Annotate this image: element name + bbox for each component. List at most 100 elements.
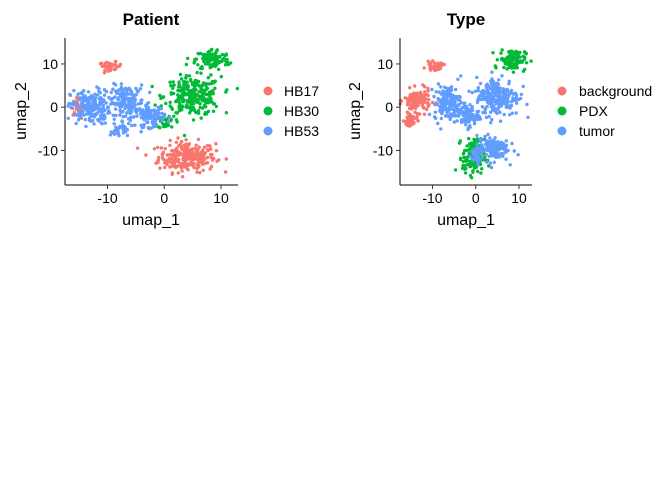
point-hb53 [69,106,73,110]
point-hb30 [213,86,217,91]
point-background [433,61,437,65]
point-hb30 [197,109,201,113]
point-background [415,118,420,122]
point-hb53 [128,111,133,116]
point-hb30 [159,96,163,101]
point-tumor [502,91,507,96]
point-hb17 [202,145,207,149]
point-tumor [464,123,468,127]
point-hb30 [171,80,175,84]
point-tumor [490,150,494,154]
point-pdx [463,148,467,153]
point-tumor [510,111,514,115]
point-hb30 [164,124,168,128]
point-hb17 [196,148,200,152]
point-hb30 [218,55,222,59]
point-hb30 [177,85,181,89]
point-hb53 [152,121,157,126]
point-hb17 [195,157,199,161]
point-hb30 [224,111,229,115]
point-tumor [458,95,462,99]
y-tick-label: -10 [38,142,58,158]
point-hb30 [203,62,208,66]
point-tumor [473,150,478,154]
point-hb53 [128,118,133,123]
point-hb53 [121,95,126,100]
point-hb17 [195,170,199,174]
point-hb30 [168,100,172,105]
point-tumor [500,96,504,101]
point-background [427,102,431,107]
point-tumor [456,77,460,82]
point-hb53 [140,98,144,102]
point-tumor [468,125,472,129]
point-tumor [443,85,447,89]
point-hb30 [150,84,154,89]
point-tumor [485,82,489,86]
point-hb53 [101,107,106,111]
point-background [426,89,430,93]
point-tumor [501,154,505,158]
point-hb30 [192,108,197,112]
point-pdx [521,69,526,73]
point-background [415,114,419,119]
point-background [412,121,416,126]
point-hb17 [158,166,162,170]
point-hb17 [171,158,175,162]
point-background [420,100,424,104]
point-hb53 [115,131,120,135]
point-tumor [485,88,490,92]
point-hb17 [184,138,188,142]
point-hb30 [202,54,207,58]
point-hb53 [146,117,151,121]
point-hb53 [98,103,102,107]
point-hb17 [223,170,228,174]
point-hb30 [180,93,185,98]
point-hb30 [174,111,178,115]
point-hb17 [217,158,221,162]
point-tumor [486,132,490,137]
point-tumor [519,92,524,97]
point-hb53 [152,115,156,120]
point-tumor [440,104,444,109]
point-hb17 [209,155,213,159]
point-hb53 [108,111,112,115]
point-tumor [439,85,443,89]
point-hb17 [114,60,118,64]
point-pdx [463,164,467,168]
point-tumor [497,90,501,95]
point-tumor [475,142,479,146]
type-points [398,48,533,180]
point-hb30 [197,52,201,56]
point-hb17 [214,149,219,153]
point-tumor [475,133,479,138]
point-hb53 [145,120,149,124]
point-tumor [471,108,475,112]
x-tick-label: -10 [422,190,442,206]
point-hb17 [186,148,190,152]
point-tumor [470,105,474,109]
point-hb53 [118,124,122,129]
point-hb30 [215,48,219,52]
point-hb30 [207,100,211,105]
point-tumor [443,106,447,110]
point-tumor [446,87,450,92]
point-background [413,103,418,108]
point-tumor [481,110,485,115]
point-tumor [483,107,487,111]
point-tumor [476,98,480,102]
point-background [413,84,417,88]
point-hb53 [136,102,140,106]
point-hb30 [195,92,199,97]
point-hb30 [200,91,204,95]
point-pdx [458,156,463,161]
legend-label-pdx: PDX [579,103,608,119]
point-tumor [509,103,514,108]
point-hb30 [184,62,189,67]
point-hb30 [209,81,214,86]
point-hb17 [186,168,190,172]
point-hb53 [85,105,90,110]
point-tumor [465,114,469,118]
point-hb53 [129,90,134,94]
point-tumor [494,101,499,105]
